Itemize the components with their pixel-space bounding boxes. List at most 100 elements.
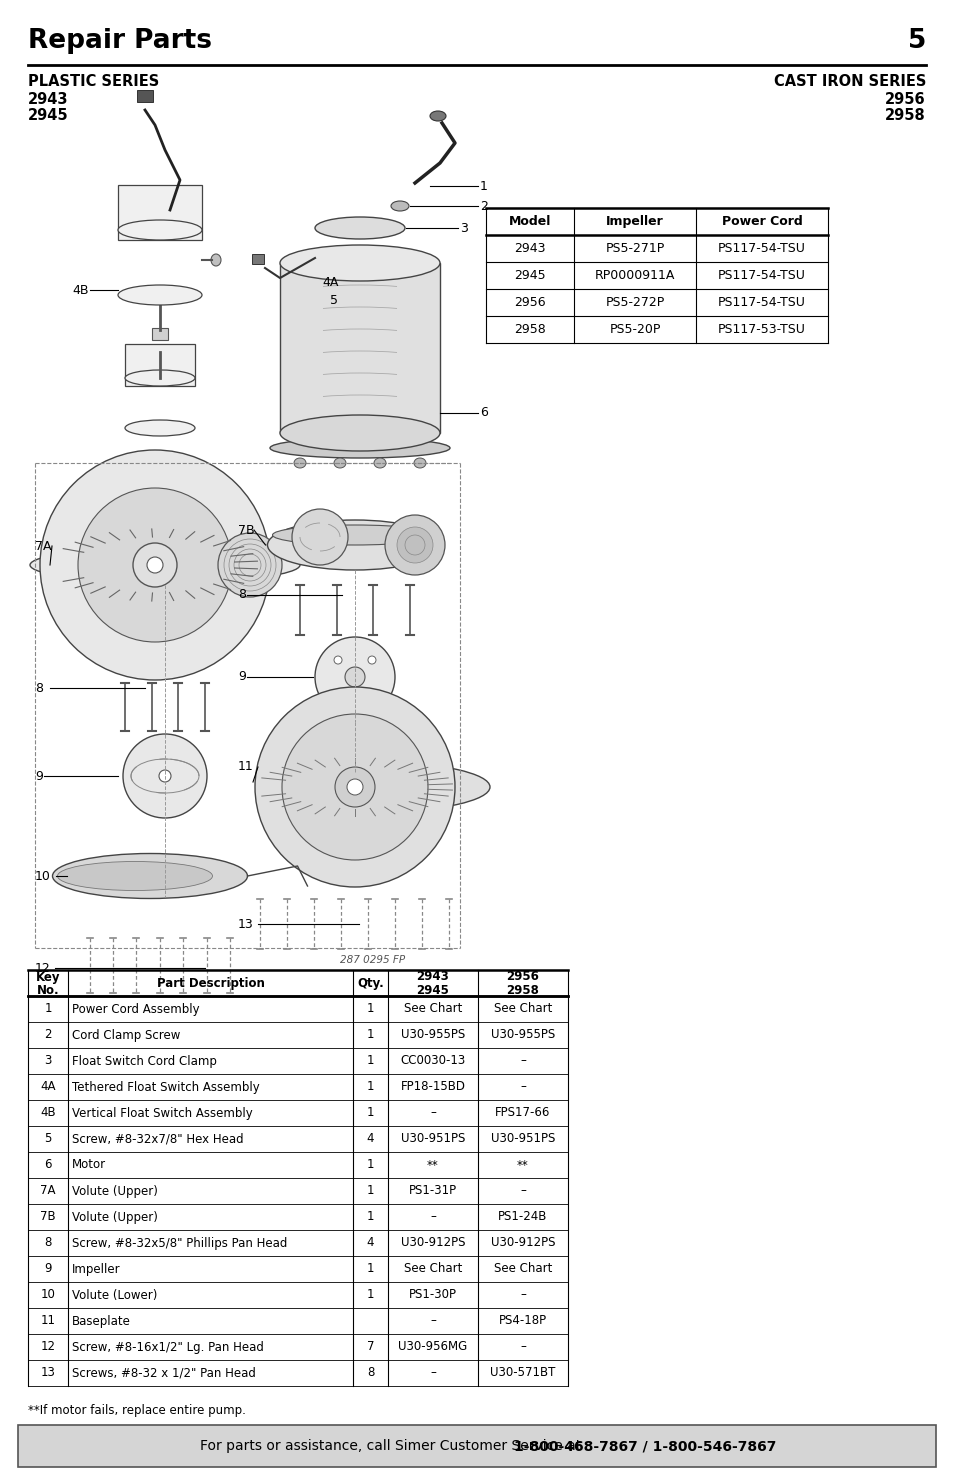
Circle shape (345, 667, 365, 687)
Text: U30-956MG: U30-956MG (398, 1341, 467, 1354)
Circle shape (334, 656, 342, 664)
Text: 2945: 2945 (514, 268, 545, 282)
Text: U30-951PS: U30-951PS (490, 1133, 555, 1146)
Text: 2943: 2943 (416, 971, 449, 984)
Text: Motor: Motor (71, 1158, 106, 1171)
Text: 13: 13 (41, 1366, 55, 1379)
Text: U30-955PS: U30-955PS (400, 1028, 465, 1041)
Text: **: ** (517, 1158, 528, 1171)
Text: 7B: 7B (40, 1211, 56, 1223)
Bar (125, 344, 194, 386)
Circle shape (385, 515, 444, 575)
Circle shape (147, 558, 163, 572)
Circle shape (282, 714, 428, 860)
Ellipse shape (125, 420, 194, 437)
Bar (152, 327, 168, 341)
Circle shape (334, 690, 342, 698)
Text: U30-955PS: U30-955PS (491, 1028, 555, 1041)
Ellipse shape (273, 525, 437, 544)
Text: No.: No. (36, 984, 59, 997)
Text: 7A: 7A (40, 1184, 55, 1198)
Text: 2958: 2958 (514, 323, 545, 336)
Text: 1: 1 (366, 1289, 374, 1301)
Text: 6: 6 (479, 407, 487, 419)
Text: See Chart: See Chart (494, 1263, 552, 1276)
Ellipse shape (125, 370, 194, 386)
Text: 4: 4 (366, 1133, 374, 1146)
Text: FPS17-66: FPS17-66 (495, 1106, 550, 1120)
Text: 2943: 2943 (28, 91, 69, 108)
Text: 6: 6 (44, 1158, 51, 1171)
Text: 2: 2 (479, 199, 487, 212)
Text: CAST IRON SERIES: CAST IRON SERIES (773, 74, 925, 88)
Text: 5: 5 (44, 1133, 51, 1146)
Text: PS117-54-TSU: PS117-54-TSU (718, 242, 805, 255)
Text: PLASTIC SERIES: PLASTIC SERIES (28, 74, 159, 88)
Text: Volute (Lower): Volute (Lower) (71, 1289, 157, 1301)
Text: Screw, #8-16x1/2" Lg. Pan Head: Screw, #8-16x1/2" Lg. Pan Head (71, 1341, 264, 1354)
Text: Screw, #8-32x5/8" Phillips Pan Head: Screw, #8-32x5/8" Phillips Pan Head (71, 1236, 287, 1249)
Text: 8: 8 (366, 1366, 374, 1379)
Text: –: – (519, 1184, 525, 1198)
Text: 1: 1 (366, 1106, 374, 1120)
Text: Qty.: Qty. (356, 976, 383, 990)
Text: See Chart: See Chart (403, 1003, 461, 1015)
Text: PS5-272P: PS5-272P (605, 296, 664, 308)
Ellipse shape (30, 547, 299, 583)
Circle shape (335, 767, 375, 807)
Circle shape (159, 770, 171, 782)
Text: 287 0295 FP: 287 0295 FP (339, 954, 405, 965)
Text: 1: 1 (44, 1003, 51, 1015)
Ellipse shape (260, 763, 490, 813)
Text: 12: 12 (40, 1341, 55, 1354)
Text: 7: 7 (366, 1341, 374, 1354)
Circle shape (40, 450, 270, 680)
Text: 5: 5 (906, 28, 925, 55)
Text: –: – (519, 1081, 525, 1093)
Ellipse shape (267, 521, 442, 569)
Text: Float Switch Cord Clamp: Float Switch Cord Clamp (71, 1055, 216, 1068)
Ellipse shape (270, 438, 450, 459)
Text: 10: 10 (35, 869, 51, 882)
Text: 2945: 2945 (416, 984, 449, 997)
Text: 1: 1 (479, 180, 487, 193)
Text: 2956: 2956 (506, 971, 538, 984)
Text: 8: 8 (237, 589, 246, 602)
Text: PS1-24B: PS1-24B (497, 1211, 547, 1223)
Text: Vertical Float Switch Assembly: Vertical Float Switch Assembly (71, 1106, 253, 1120)
Text: Volute (Upper): Volute (Upper) (71, 1184, 157, 1198)
Text: 1: 1 (366, 1028, 374, 1041)
Text: 4A: 4A (40, 1081, 55, 1093)
Ellipse shape (391, 201, 409, 211)
Text: 2956: 2956 (514, 296, 545, 308)
Text: 9: 9 (44, 1263, 51, 1276)
Text: 10: 10 (41, 1289, 55, 1301)
Text: FP18-15BD: FP18-15BD (400, 1081, 465, 1093)
Bar (280, 263, 439, 434)
Text: Part Description: Part Description (156, 976, 264, 990)
Text: PS117-54-TSU: PS117-54-TSU (718, 268, 805, 282)
Circle shape (405, 535, 424, 555)
Text: RP0000911A: RP0000911A (594, 268, 675, 282)
Bar (252, 254, 264, 264)
Text: 11: 11 (40, 1314, 55, 1328)
Ellipse shape (52, 854, 247, 898)
Text: –: – (519, 1341, 525, 1354)
Circle shape (368, 690, 375, 698)
Ellipse shape (334, 459, 346, 468)
Text: **: ** (427, 1158, 438, 1171)
Ellipse shape (118, 220, 202, 240)
Text: Volute (Upper): Volute (Upper) (71, 1211, 157, 1223)
Text: U30-571BT: U30-571BT (490, 1366, 555, 1379)
Circle shape (292, 509, 348, 565)
Text: 1-800-468-7867 / 1-800-546-7867: 1-800-468-7867 / 1-800-546-7867 (513, 1440, 775, 1453)
Text: –: – (430, 1211, 436, 1223)
Text: 1: 1 (366, 1081, 374, 1093)
Text: 4: 4 (366, 1236, 374, 1249)
Ellipse shape (414, 459, 426, 468)
Text: 3: 3 (44, 1055, 51, 1068)
Text: PS5-20P: PS5-20P (609, 323, 660, 336)
Text: 9: 9 (35, 770, 43, 783)
Text: Impeller: Impeller (605, 215, 663, 229)
Text: 3: 3 (459, 221, 467, 235)
